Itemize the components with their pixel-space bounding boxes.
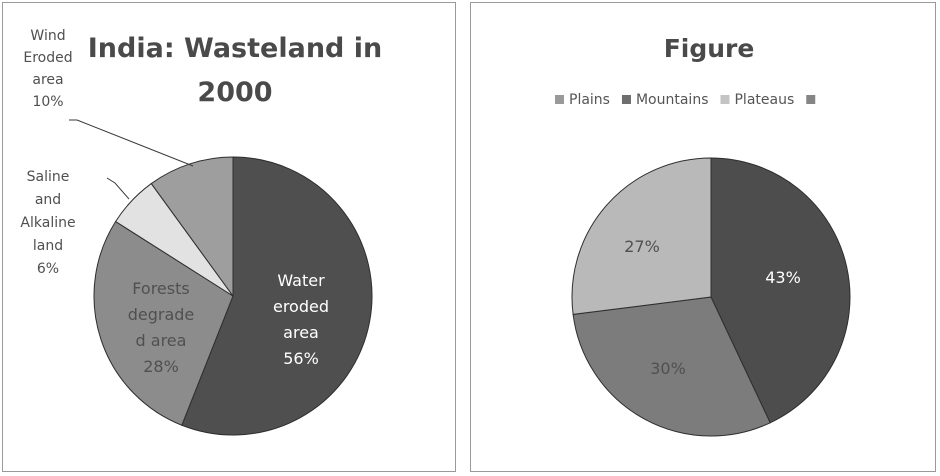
data-label-saline-and-alkaline-land-line: Saline xyxy=(27,169,70,185)
data-label-water-eroded-area-line: Water xyxy=(277,271,325,290)
data-label-water-eroded-area-line: eroded xyxy=(273,297,329,316)
data-label-forests-degrade-d-area-line: 28% xyxy=(143,357,179,376)
data-label-plains: 43% xyxy=(765,268,801,287)
data-label-wind-eroded-area-line: area xyxy=(32,72,63,88)
data-label-water-eroded-area-line: 56% xyxy=(283,349,319,368)
legend-label-plateaus: Plateaus xyxy=(734,92,794,108)
data-label-water-eroded-area: Water eroded area 56% xyxy=(273,271,329,368)
terrain-pie-chart: Figure Plains Mountains Plateaus 43% 30% 27% xyxy=(555,34,851,437)
pie-slice-water-eroded-area xyxy=(181,156,373,436)
data-label-saline-and-alkaline-land: Saline and Alkaline land 6% xyxy=(20,169,75,277)
leader-line-saline xyxy=(106,177,130,200)
legend-swatch-mountains xyxy=(621,95,631,104)
chart-title: Figure xyxy=(664,34,755,63)
leader-line-wind xyxy=(69,119,194,167)
legend-label-mountains: Mountains xyxy=(636,92,709,108)
data-label-saline-and-alkaline-land-line: land xyxy=(33,238,63,254)
data-label-forests-degrade-d-area-line: degrade xyxy=(128,305,195,324)
pie-slice-forests-degrade-d-area xyxy=(93,220,234,426)
wasteland-pie-chart: India: Wasteland in 2000 Water eroded area… xyxy=(20,28,383,436)
data-label-wind-eroded-area-line: 10% xyxy=(32,94,63,110)
legend-swatch-plains xyxy=(555,95,564,104)
chart-title-line-1: India: Wasteland in xyxy=(88,33,383,64)
data-label-forests-degrade-d-area-line: Forests xyxy=(132,279,189,298)
legend-label-plains: Plains xyxy=(569,92,610,108)
pie-slice-plateaus xyxy=(571,157,712,315)
pie-slice-mountains xyxy=(572,296,771,437)
data-label-saline-and-alkaline-land-line: 6% xyxy=(37,261,59,277)
legend-swatch-plateaus xyxy=(720,95,730,104)
chart-panel-figure: Figure Plains Mountains Plateaus 43% 30% 27% xyxy=(470,2,936,472)
data-label-saline-and-alkaline-land-line: and xyxy=(35,192,61,208)
chart-panel-wasteland: India: Wasteland in 2000 Water eroded area… xyxy=(2,2,456,472)
data-label-plateaus: 27% xyxy=(624,237,660,256)
chart-title-line-2: 2000 xyxy=(197,77,272,108)
data-label-forests-degrade-d-area: Forests degrade d area 28% xyxy=(128,279,195,376)
pie-slice-plains xyxy=(710,157,851,424)
data-label-forests-degrade-d-area-line: d area xyxy=(136,331,187,350)
data-label-saline-and-alkaline-land-line: Alkaline xyxy=(20,215,75,231)
data-label-wind-eroded-area-line: Wind xyxy=(30,28,65,44)
pie-slice-wind-eroded-area xyxy=(150,156,234,298)
data-label-water-eroded-area-line: area xyxy=(283,323,319,342)
data-label-mountains: 30% xyxy=(650,359,686,378)
data-label-wind-eroded-area: Wind Eroded area 10% xyxy=(23,28,72,110)
legend-swatch-blank xyxy=(806,95,816,104)
chart-legend: Plains Mountains Plateaus xyxy=(555,92,816,108)
data-label-wind-eroded-area-line: Eroded xyxy=(23,50,72,66)
